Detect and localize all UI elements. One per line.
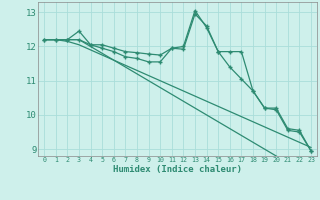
X-axis label: Humidex (Indice chaleur): Humidex (Indice chaleur) bbox=[113, 165, 242, 174]
